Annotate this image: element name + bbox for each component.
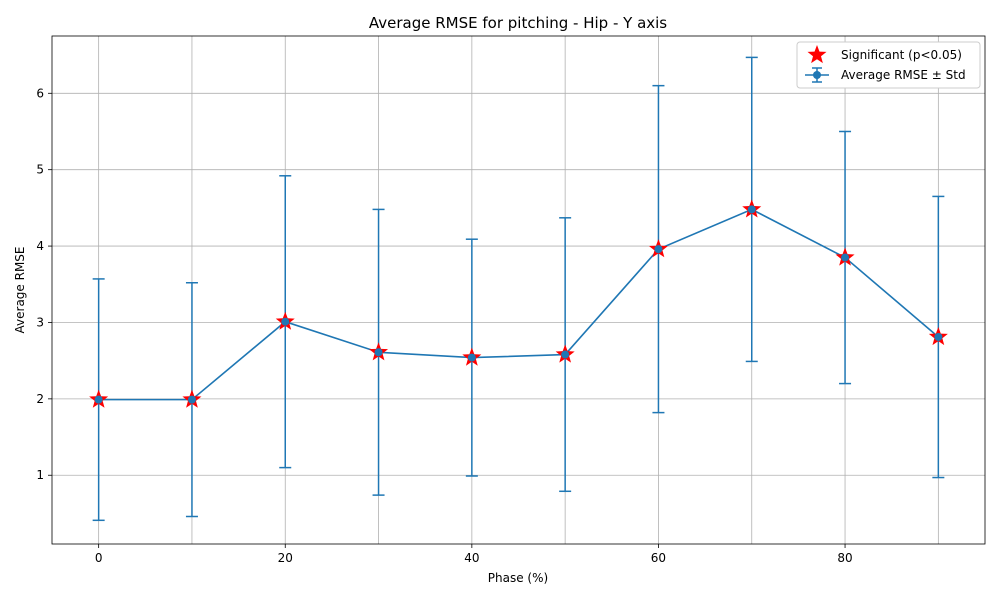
series-marker — [467, 353, 476, 362]
x-tick-label: 40 — [464, 551, 479, 565]
series-marker — [561, 350, 570, 359]
chart-title: Average RMSE for pitching - Hip - Y axis — [369, 14, 667, 32]
y-tick-label: 5 — [36, 163, 44, 177]
series-marker — [747, 205, 756, 214]
series-marker — [374, 348, 383, 357]
series-marker — [654, 245, 663, 254]
legend-marker — [813, 71, 821, 79]
series-line — [98, 208, 939, 401]
x-tick-label: 60 — [651, 551, 666, 565]
legend-label-series: Average RMSE ± Std — [841, 68, 966, 82]
x-tick-label: 20 — [278, 551, 293, 565]
legend-label-significant: Significant (p<0.05) — [841, 48, 962, 62]
axes: 0 20 40 60 80 1 2 3 4 5 6 — [36, 35, 986, 565]
x-tick-label: 0 — [95, 551, 103, 565]
series-layer — [89, 56, 948, 522]
y-axis-label: Average RMSE — [13, 247, 27, 334]
series-marker — [187, 395, 196, 404]
series-marker — [934, 332, 943, 341]
x-axis-label: Phase (%) — [488, 571, 548, 585]
plot-frame — [51, 35, 986, 545]
y-tick-label: 3 — [36, 315, 44, 329]
series-marker — [841, 253, 850, 262]
y-tick-label: 4 — [36, 239, 44, 253]
series-marker — [94, 395, 103, 404]
legend: Significant (p<0.05) Average RMSE ± Std — [796, 41, 981, 89]
series-marker — [281, 317, 290, 326]
legend-star-icon — [807, 45, 827, 64]
y-tick-label: 6 — [36, 86, 44, 100]
y-tick-label: 1 — [36, 468, 44, 482]
y-tick-label: 2 — [36, 392, 44, 406]
x-tick-label: 80 — [837, 551, 852, 565]
legend-box — [796, 41, 981, 89]
